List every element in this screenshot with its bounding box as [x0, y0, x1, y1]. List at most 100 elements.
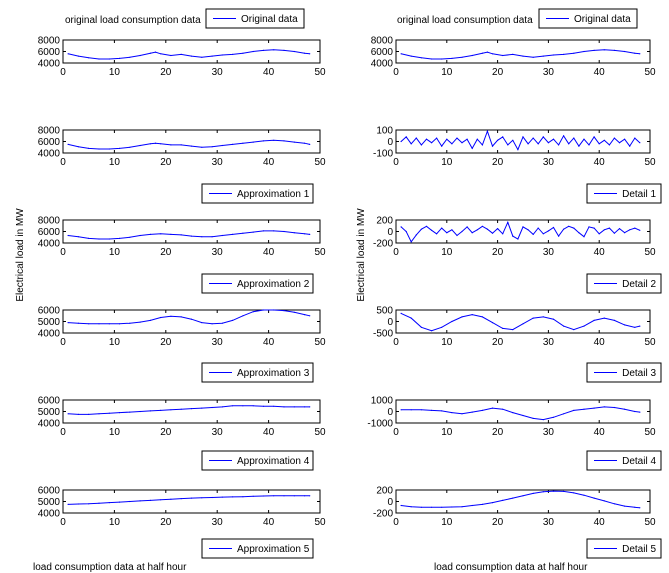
data-point — [201, 56, 203, 58]
data-point — [410, 241, 412, 243]
data-point — [201, 497, 203, 499]
data-point — [309, 406, 311, 408]
data-point — [583, 408, 585, 410]
data-point — [221, 144, 223, 147]
data-point — [532, 317, 534, 319]
y-tick-label: 8000 — [38, 216, 61, 227]
data-point — [547, 230, 550, 232]
left-title: original load consumption data — [65, 15, 201, 26]
x-tick-label: 30 — [212, 67, 224, 78]
data-point — [624, 50, 626, 53]
x-tick-label: 20 — [492, 427, 504, 438]
left-ylabel: Electrical load in MW — [15, 208, 26, 302]
data-point — [405, 230, 407, 233]
data-point — [425, 138, 428, 140]
data-point — [512, 329, 514, 331]
data-point — [88, 57, 90, 59]
data-point — [431, 229, 433, 231]
data-point — [149, 319, 151, 321]
data-point — [542, 491, 544, 493]
data-point — [160, 53, 162, 55]
data-point — [542, 136, 544, 138]
data-point — [613, 49, 616, 52]
data-point — [618, 142, 621, 144]
legend-box — [201, 362, 314, 383]
y-tick-label: 0 — [387, 407, 393, 418]
data-point — [481, 144, 483, 146]
data-point — [431, 58, 433, 60]
data-point — [588, 144, 590, 146]
data-point — [563, 228, 565, 230]
data-point — [262, 49, 265, 52]
data-point — [139, 410, 141, 413]
x-tick-label: 40 — [263, 517, 275, 528]
data-point — [273, 405, 275, 407]
data-point — [598, 143, 600, 145]
data-point — [160, 143, 162, 145]
x-tick-label: 30 — [212, 427, 224, 438]
data-point — [304, 495, 306, 497]
data-point — [129, 322, 131, 324]
data-point — [491, 502, 494, 504]
data-point — [211, 323, 213, 325]
x-tick-label: 0 — [60, 517, 66, 528]
data-point — [481, 316, 483, 318]
data-point — [573, 52, 575, 54]
data-point — [190, 235, 193, 237]
data-point — [190, 145, 193, 147]
data-point — [639, 325, 641, 327]
data-point — [211, 406, 213, 409]
x-tick-label: 10 — [441, 517, 453, 528]
data-point — [613, 406, 616, 409]
x-tick-label: 20 — [492, 247, 504, 258]
x-tick-label: 40 — [594, 517, 606, 528]
data-point — [634, 137, 636, 139]
data-point — [634, 506, 636, 508]
legend-label: Approximation 5 — [237, 544, 310, 555]
x-tick-label: 40 — [594, 157, 606, 168]
data-point — [304, 142, 306, 144]
data-point — [563, 325, 565, 327]
data-point — [522, 226, 524, 228]
data-point — [466, 226, 468, 228]
data-point — [129, 236, 131, 238]
data-point — [420, 57, 422, 59]
data-point — [221, 496, 223, 498]
data-point — [211, 236, 213, 238]
data-point — [77, 503, 79, 505]
data-point — [283, 49, 285, 52]
data-point — [431, 506, 433, 508]
data-point — [542, 316, 544, 318]
legend-box — [205, 8, 305, 29]
data-point — [170, 54, 172, 57]
x-tick-label: 50 — [644, 157, 656, 168]
data-point — [293, 50, 295, 53]
data-point — [252, 231, 254, 233]
data-point — [160, 233, 162, 235]
y-tick-label: 500 — [376, 306, 393, 317]
data-point — [431, 330, 433, 332]
data-point — [67, 234, 69, 237]
data-point — [108, 238, 110, 240]
legend-right-0: Original data — [538, 8, 638, 29]
data-point — [461, 413, 463, 415]
data-point — [563, 413, 565, 415]
x-tick-label: 0 — [393, 67, 399, 78]
data-point — [242, 405, 244, 407]
data-point — [624, 505, 626, 507]
data-point — [603, 49, 605, 51]
legend-right-1: Detail 1 — [586, 183, 662, 204]
data-point — [400, 504, 402, 507]
data-point — [108, 323, 110, 325]
data-point — [242, 142, 244, 144]
legend-box — [201, 183, 314, 204]
x-tick-label: 0 — [393, 517, 399, 528]
series-line-right-2 — [400, 220, 641, 243]
data-point — [603, 139, 605, 141]
data-point — [160, 499, 162, 501]
right-xlabel: load consumption data at half hour — [434, 562, 588, 573]
data-point — [578, 145, 580, 147]
x-tick-label: 10 — [441, 67, 453, 78]
data-point — [629, 229, 631, 231]
